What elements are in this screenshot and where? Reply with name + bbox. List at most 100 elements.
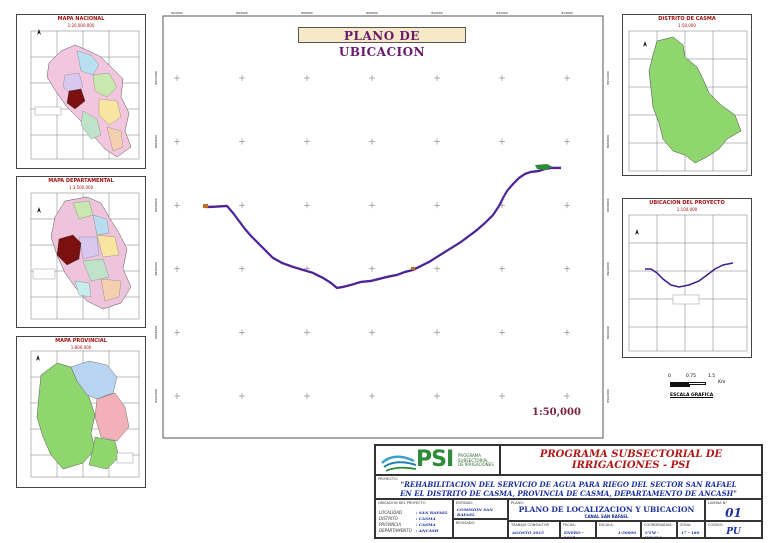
inset-scale: 1:50,000 <box>678 23 696 28</box>
scale-label-end: 1.5 <box>708 374 716 379</box>
codigo-label: CODIGO: <box>708 523 724 527</box>
plano-cell: PLANO: PLANO DE LOCALIZACION Y UBICACION… <box>508 499 705 521</box>
footer-cell-escala: ESCALA: 1:50000 <box>596 521 641 538</box>
inset-title: UBICACION DEL PROYECTO <box>649 200 725 206</box>
zona-label: ZONA: <box>680 523 692 527</box>
y-tick-label-right: 8950000 <box>606 135 610 148</box>
y-tick-label-right: 8942000 <box>606 389 610 402</box>
scale-label-mid: 0.75 <box>686 374 697 379</box>
proyecto-line2: EN EL DISTRITO DE CASMA, PROVINCIA DE CA… <box>400 489 737 498</box>
y-tick-label-right: 8946000 <box>606 262 610 275</box>
footer-cell-coordenadas: COORDENADAS: UTM - WGS84 <box>641 521 677 538</box>
proyecto-line1: "REHABILITACION DEL SERVICIO DE AGUA PAR… <box>400 480 737 489</box>
main-map-neatline <box>162 15 604 439</box>
ubicacion-cell: UBICACION DEL PROYECTO LOCALIDAD DISTRIT… <box>375 499 453 538</box>
coordenadas-value: UTM - WGS84 <box>645 530 662 538</box>
psi-logo-sub3: DE IRRIGACIONES <box>458 462 494 468</box>
psi-logo-icon <box>381 455 417 472</box>
inset-title: MAPA PROVINCIAL <box>55 338 107 344</box>
intake-marker <box>203 204 208 208</box>
revisado-cell: REVISADO: <box>453 519 508 538</box>
inset-distrito-casma: DISTRITO DE CASMA 1:50,000 <box>622 14 752 176</box>
inset-title: DISTRITO DE CASMA <box>658 16 716 22</box>
codigo-value: PU <box>726 527 741 537</box>
main-map-scale: 1:50,000 <box>532 407 581 418</box>
trabajo-label: TRABAJO CONSULTOR <box>511 523 549 527</box>
psi-logo-sub2: SUBSECTORIAL <box>458 457 489 463</box>
inset-scale: 1:20,000,000 <box>67 23 95 28</box>
footer-cell-fecha: FECHA: ENERO - 2015 <box>560 521 596 538</box>
footer-cell-codigo: CODIGO: PU <box>705 521 762 538</box>
departamento-label: DEPARTAMENTO <box>379 528 412 533</box>
psi-logo-cell: PSI PROGRAMA SUBSECTORIAL DE IRRIGACIONE… <box>375 445 500 475</box>
y-tick-label-right: 8952000 <box>606 71 610 84</box>
entidad-value: COMISION SAN RAFAEL <box>457 507 493 517</box>
inset-mapa-provincial: MAPA PROVINCIAL 1:800,000 <box>16 336 146 488</box>
coordenadas-label: COORDENADAS: <box>644 523 673 527</box>
lamina-label: LAMINA N° <box>708 501 727 505</box>
ancash-highlight <box>66 88 86 110</box>
x-tick-label-top: 810000 <box>431 11 443 15</box>
fecha-label: FECHA: <box>563 523 576 527</box>
footer-cell-zona: ZONA: 17 - 18S <box>677 521 705 538</box>
project-canal-route <box>645 262 734 288</box>
escala-label: ESCALA: <box>599 523 614 527</box>
y-tick-label-left: 8942000 <box>154 389 158 402</box>
main-map-title: PLANO DE UBICACION <box>298 27 466 59</box>
scale-bar-seg <box>670 382 690 387</box>
scale-caption: ESCALA GRAFICA <box>670 393 714 398</box>
inset-mapa-nacional: MAPA NACIONAL 1:20,000,000 <box>16 14 146 169</box>
casma-district-shape <box>648 36 742 164</box>
inset-title: MAPA DEPARTAMENTAL <box>48 178 114 184</box>
provincia-value: : CASMA <box>416 522 436 527</box>
inset-title: MAPA NACIONAL <box>57 16 105 22</box>
title-block: PSI PROGRAMA SUBSECTORIAL DE IRRIGACIONE… <box>374 444 763 539</box>
x-tick-label-top: 802000 <box>171 11 183 15</box>
x-tick-label-top: 808000 <box>366 11 378 15</box>
inset-mapa-departamental: MAPA DEPARTAMENTAL 1:3,500,000 <box>16 176 146 328</box>
fecha-value: ENERO - 2015 <box>564 530 584 538</box>
structure-marker <box>411 267 415 270</box>
distrito-value: : CASMA <box>416 516 436 521</box>
graphic-scale: 0 0.75 1.5 Km ESCALA GRAFICA <box>660 373 730 403</box>
entidad-cell: ENTIDAD: COMISION SAN RAFAEL <box>453 499 508 519</box>
psi-logo-sub1: PROGRAMA <box>458 453 481 458</box>
plano-subtitle: CANAL SAN RAFAEL <box>584 514 629 519</box>
program-line2: IRRIGACIONES - PSI <box>571 460 691 471</box>
lamina-cell: LAMINA N° 01 <box>705 499 762 521</box>
lamina-number: 01 <box>725 506 742 520</box>
inset-scale: 1:800,000 <box>70 345 92 350</box>
north-arrow-icon <box>36 355 40 361</box>
inset-ubicacion-proyecto: UBICACION DEL PROYECTO 1:100,000 <box>622 198 752 358</box>
scale-bar-seg <box>688 382 706 385</box>
provincia-label: PROVINCIA <box>379 522 401 527</box>
casma-province-highlight <box>56 234 82 266</box>
location-labels: LOCALIDAD DISTRITO PROVINCIA DEPARTAMENT… <box>379 510 412 534</box>
revisado-label: REVISADO: <box>456 521 476 525</box>
north-arrow-icon <box>635 229 639 235</box>
program-cell: PROGRAMA SUBSECTORIAL DE IRRIGACIONES - … <box>500 445 762 475</box>
north-arrow-icon <box>37 29 41 35</box>
inset-scale: 1:3,500,000 <box>68 185 94 190</box>
y-tick-label-left: 8952000 <box>154 71 158 84</box>
scale-unit: Km <box>718 380 726 385</box>
localidad-value: : SAN RAFAEL <box>416 510 448 515</box>
psi-logo-subtitle: PROGRAMA SUBSECTORIAL DE IRRIGACIONES <box>458 453 494 468</box>
departamento-value: : ANCASH <box>416 528 439 533</box>
endpoint-marker <box>535 164 553 170</box>
x-tick-label-top: 814000 <box>561 11 573 15</box>
escala-value: 1:50000 <box>617 530 636 535</box>
y-tick-label-right: 8944000 <box>606 326 610 339</box>
y-tick-label-right: 8948000 <box>606 198 610 211</box>
proyecto-label: PROYECTO: <box>378 477 398 481</box>
distrito-label: DISTRITO <box>379 516 398 521</box>
psi-logo-text: PSI <box>416 447 454 472</box>
y-tick-label-left: 8950000 <box>154 135 158 148</box>
trabajo-value: AGOSTO 2015 <box>512 530 544 535</box>
north-arrow-icon <box>37 207 41 213</box>
entidad-label: ENTIDAD: <box>456 501 473 505</box>
scale-label-0: 0 <box>668 374 671 379</box>
y-tick-label-left: 8944000 <box>154 326 158 339</box>
location-values: : SAN RAFAEL : CASMA : CASMA : ANCASH <box>416 510 448 534</box>
footer-cell-trabajo: TRABAJO CONSULTOR AGOSTO 2015 <box>508 521 560 538</box>
